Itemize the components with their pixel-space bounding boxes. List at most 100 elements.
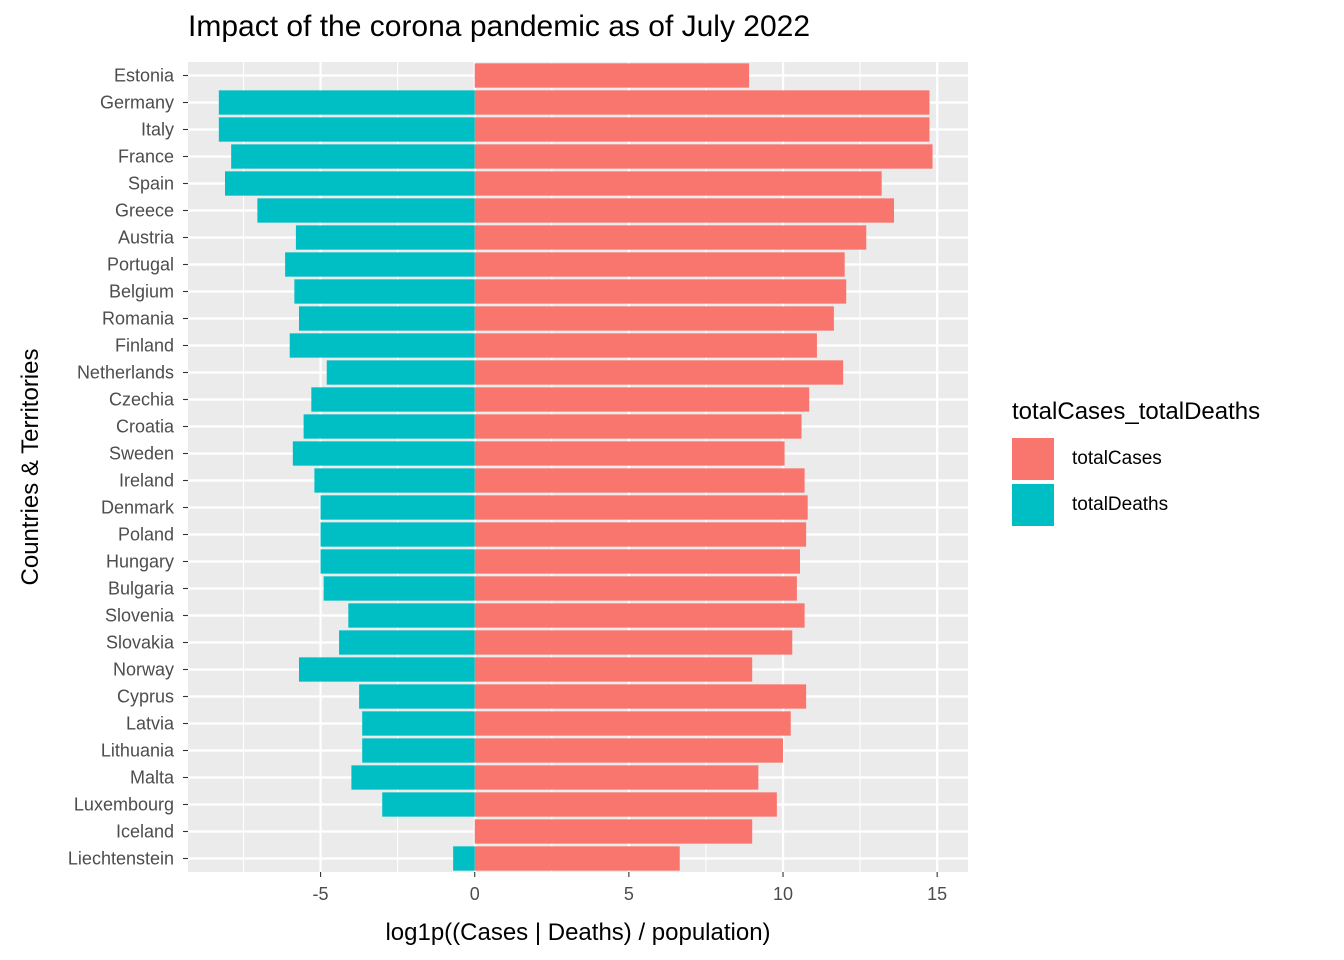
bar-totalcases-lithuania xyxy=(474,738,784,763)
x-axis: -5 0 5 10 15 xyxy=(313,872,947,904)
x-tick-label: -5 xyxy=(313,884,329,904)
bar-totaldeaths-sweden xyxy=(292,441,475,466)
y-tick-label: Iceland xyxy=(116,822,174,842)
legend-item-totalcases: totalCases xyxy=(1012,436,1260,482)
bar-totalcases-liechtenstein xyxy=(474,846,680,871)
x-tick-label: 5 xyxy=(624,884,634,904)
bar-totalcases-slovenia xyxy=(474,603,805,628)
y-tick-label: Spain xyxy=(128,174,174,194)
y-tick-label: Latvia xyxy=(126,714,175,734)
bar-totalcases-cyprus xyxy=(474,684,807,709)
y-tick-label: Poland xyxy=(118,525,174,545)
bar-totalcases-estonia xyxy=(474,63,750,88)
y-axis-title: Countries & Territories xyxy=(17,349,44,586)
y-tick-label: Romania xyxy=(102,309,175,329)
x-tick-label: 0 xyxy=(470,884,480,904)
bar-totalcases-greece xyxy=(474,198,895,223)
y-tick-label: Slovakia xyxy=(106,633,175,653)
chart-title: Impact of the corona pandemic as of July… xyxy=(188,10,811,43)
bar-totalcases-ireland xyxy=(474,468,805,493)
bar-totaldeaths-bulgaria xyxy=(323,576,475,601)
legend-label-totalcases: totalCases xyxy=(1072,448,1162,469)
y-tick-label: France xyxy=(118,147,174,167)
bar-totalcases-spain xyxy=(474,171,882,196)
bar-totaldeaths-malta xyxy=(351,765,475,790)
bar-totaldeaths-lithuania xyxy=(362,738,475,763)
bar-totaldeaths-latvia xyxy=(362,711,475,736)
legend-item-totaldeaths: totalDeaths xyxy=(1012,482,1260,528)
bar-totalcases-denmark xyxy=(474,495,808,520)
bar-totaldeaths-denmark xyxy=(320,495,475,520)
bar-totalcases-romania xyxy=(474,306,834,331)
bar-totaldeaths-hungary xyxy=(320,549,475,574)
y-tick-label: Cyprus xyxy=(117,687,174,707)
bar-totaldeaths-ireland xyxy=(314,468,475,493)
bar-totalcases-austria xyxy=(474,225,867,250)
y-tick-label: Estonia xyxy=(114,66,175,86)
bar-totalcases-luxembourg xyxy=(474,792,777,817)
bar-totalcases-croatia xyxy=(474,414,802,439)
y-tick-label: Croatia xyxy=(116,417,175,437)
bar-totalcases-netherlands xyxy=(474,360,844,385)
bar-totalcases-italy xyxy=(474,117,930,142)
bar-totaldeaths-austria xyxy=(295,225,475,250)
bar-totalcases-latvia xyxy=(474,711,791,736)
bar-totaldeaths-portugal xyxy=(285,252,475,277)
bar-totaldeaths-france xyxy=(231,144,475,169)
bar-totalcases-iceland xyxy=(474,819,753,844)
bar-totaldeaths-luxembourg xyxy=(382,792,475,817)
x-axis-title: log1p((Cases | Deaths) / population) xyxy=(385,919,770,946)
y-tick-label: Malta xyxy=(130,768,175,788)
bars xyxy=(218,63,933,871)
y-tick-label: Luxembourg xyxy=(74,795,174,815)
y-tick-label: Ireland xyxy=(119,471,174,491)
bar-totaldeaths-croatia xyxy=(303,414,475,439)
bar-totaldeaths-cyprus xyxy=(359,684,475,709)
y-tick-label: Czechia xyxy=(109,390,175,410)
y-tick-label: Italy xyxy=(141,120,174,140)
y-tick-label: Liechtenstein xyxy=(68,849,174,869)
y-tick-label: Finland xyxy=(115,336,174,356)
bar-totalcases-finland xyxy=(474,333,817,358)
y-tick-label: Slovenia xyxy=(105,606,175,626)
bar-totaldeaths-norway xyxy=(298,657,475,682)
bar-totaldeaths-slovakia xyxy=(339,630,475,655)
bar-totaldeaths-netherlands xyxy=(326,360,475,385)
y-tick-label: Austria xyxy=(118,228,175,248)
y-tick-label: Netherlands xyxy=(77,363,174,383)
bar-totalcases-czechia xyxy=(474,387,810,412)
bar-totaldeaths-italy xyxy=(218,117,475,142)
bar-totalcases-portugal xyxy=(474,252,845,277)
bar-totalcases-poland xyxy=(474,522,807,547)
legend-key-totaldeaths xyxy=(1012,484,1054,526)
y-tick-label: Sweden xyxy=(109,444,174,464)
bar-totaldeaths-slovenia xyxy=(348,603,475,628)
bar-totaldeaths-romania xyxy=(298,306,475,331)
y-tick-label: Belgium xyxy=(109,282,174,302)
plot-panel xyxy=(188,62,968,872)
bar-totaldeaths-greece xyxy=(257,198,475,223)
y-tick-label: Bulgaria xyxy=(108,579,175,599)
legend: totalCases_totalDeaths totalCases totalD… xyxy=(1012,398,1260,528)
x-tick-label: 10 xyxy=(773,884,793,904)
bar-totaldeaths-spain xyxy=(224,171,475,196)
y-tick-label: Lithuania xyxy=(101,741,175,761)
bar-totalcases-slovakia xyxy=(474,630,793,655)
bar-totaldeaths-germany xyxy=(218,90,475,115)
bar-totalcases-sweden xyxy=(474,441,785,466)
bar-totaldeaths-poland xyxy=(320,522,475,547)
legend-key-totalcases xyxy=(1012,438,1054,480)
bar-totalcases-bulgaria xyxy=(474,576,797,601)
y-tick-label: Portugal xyxy=(107,255,174,275)
x-tick-label: 15 xyxy=(927,884,947,904)
y-tick-label: Hungary xyxy=(106,552,174,572)
y-tick-label: Denmark xyxy=(101,498,175,518)
bar-totalcases-belgium xyxy=(474,279,847,304)
y-tick-label: Greece xyxy=(115,201,174,221)
bar-totaldeaths-liechtenstein xyxy=(453,846,475,871)
bar-totaldeaths-finland xyxy=(289,333,475,358)
bar-totaldeaths-czechia xyxy=(311,387,475,412)
bar-totalcases-norway xyxy=(474,657,753,682)
bar-totalcases-france xyxy=(474,144,933,169)
